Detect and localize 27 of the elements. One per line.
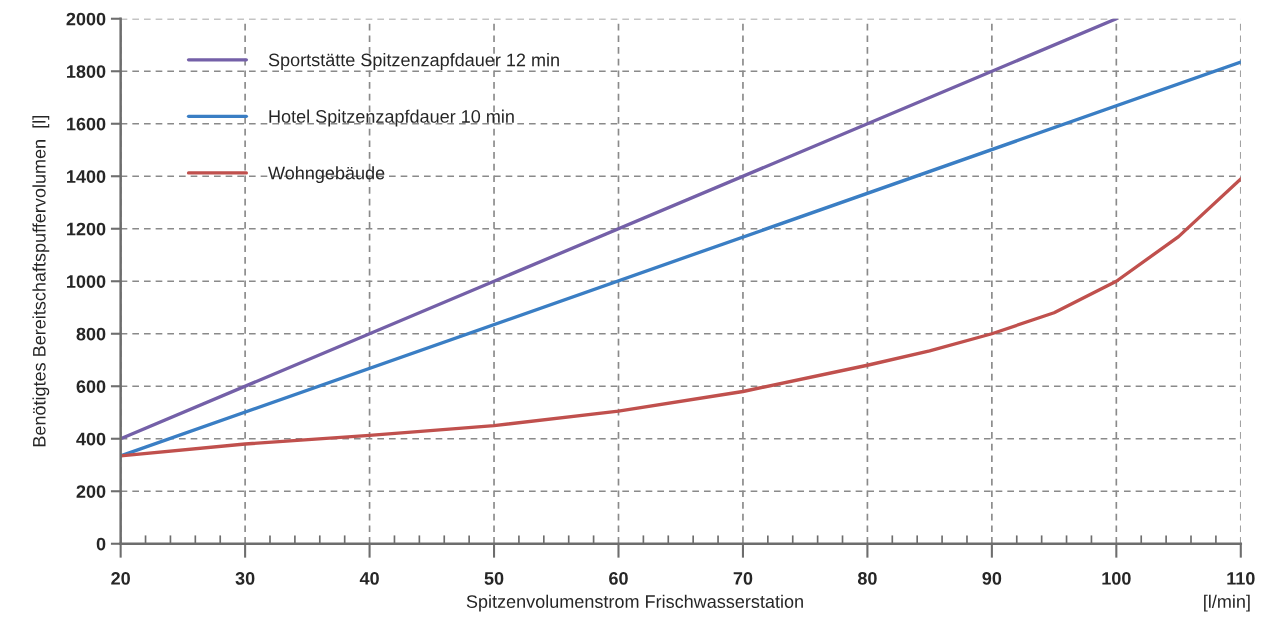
x-tick-label: 60 <box>609 572 628 585</box>
y-tick-label: 200 <box>76 485 106 498</box>
x-tick-label: 20 <box>111 572 130 585</box>
x-tick-label: 80 <box>857 572 877 585</box>
y-tick-label: 1400 <box>67 170 106 183</box>
x-tick-label: 90 <box>982 572 1002 585</box>
x-tick-label: 30 <box>235 572 255 585</box>
y-tick-label: 2000 <box>66 12 106 26</box>
y-tick-label: 400 <box>76 432 106 446</box>
y-tick-label: 600 <box>76 380 106 393</box>
y-tick-label: 1200 <box>67 222 106 236</box>
text: [l/min] <box>1204 594 1250 612</box>
y-axis-title: Benötigtes Bereitschaftspuffervolumen [l] <box>32 116 50 447</box>
legend-label: Hotel Spitzenzapfdauer 10 min <box>269 109 514 127</box>
x-tick-label: 50 <box>484 572 504 585</box>
y-tick-label: 800 <box>76 327 106 341</box>
legend-label: Wohngebäude <box>268 166 385 183</box>
legend-label: Sportstätte Spitzenzapfdauer 12 min <box>268 53 559 70</box>
x-tick-label: 110 <box>1227 572 1255 585</box>
x-tick-label: 70 <box>733 572 753 585</box>
y-tick-label: 1000 <box>67 275 106 288</box>
y-tick-label: 0 <box>96 537 106 551</box>
x-tick-label: 40 <box>359 572 379 585</box>
y-tick-label: 1800 <box>67 65 106 78</box>
x-axis-title: Spitzenvolumenstrom Frischwasserstation <box>466 594 803 612</box>
y-tick-label: 1600 <box>67 117 106 131</box>
x-tick-label: 100 <box>1102 572 1131 585</box>
